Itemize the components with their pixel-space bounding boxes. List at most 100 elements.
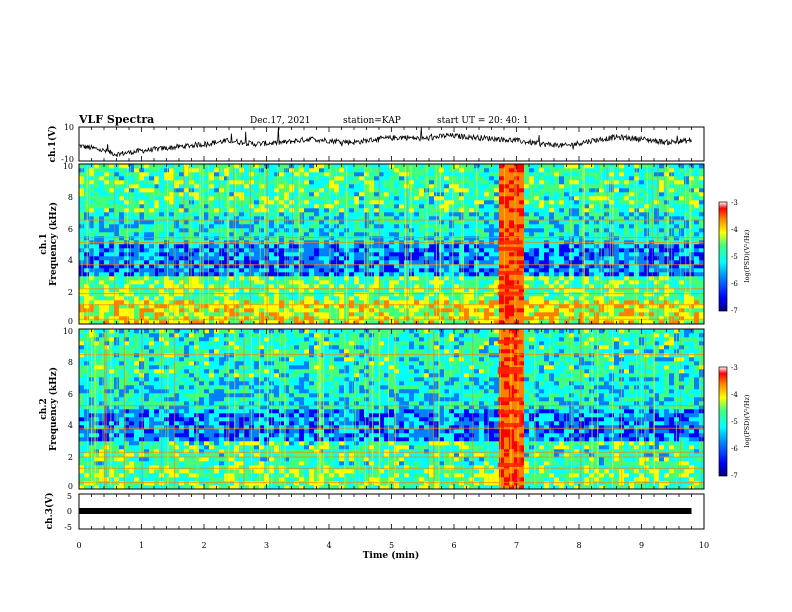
spectrogram-cell (489, 272, 495, 277)
spectrogram-cell (469, 272, 475, 277)
spectrogram-cell (399, 280, 405, 285)
spectrogram-cell (199, 212, 205, 217)
spectrogram-cell (414, 312, 420, 317)
spectrogram-cell (329, 244, 335, 249)
spectrogram-cell (624, 292, 630, 297)
spectrogram-cell (659, 172, 665, 177)
spectrogram-cell (549, 168, 555, 173)
spectrogram-cell (254, 312, 260, 317)
spectrogram-cell (589, 264, 595, 269)
spectrogram-cell (409, 256, 415, 261)
spectrogram-cell (544, 172, 550, 177)
spectrogram-cell (314, 212, 320, 217)
spectrogram-cell (214, 292, 220, 297)
spectrogram-cell (349, 268, 355, 273)
spectrogram-cell (179, 312, 185, 317)
spectrogram-cell (194, 204, 200, 209)
spectrogram-cell (679, 184, 685, 189)
spectrogram-cell (519, 296, 525, 301)
spectrogram-cell (604, 260, 610, 265)
spectrogram-cell (524, 304, 530, 309)
spectrogram-cell (349, 296, 355, 301)
spectrogram-cell (364, 200, 370, 205)
spectrogram-cell (214, 180, 220, 185)
spectrogram-cell (294, 316, 300, 321)
spectrogram-cell (544, 192, 550, 197)
spectrogram-cell (404, 176, 410, 181)
spectrogram-cell (409, 200, 415, 205)
spectrogram-cell (539, 272, 545, 277)
spectrogram-cell (509, 244, 515, 249)
spectrogram-cell (689, 304, 695, 309)
spectrogram-cell (489, 172, 495, 177)
spectrogram-cell (379, 204, 385, 209)
spectrogram-cell (339, 180, 345, 185)
spectrogram-cell (604, 312, 610, 317)
spectrogram-cell (309, 260, 315, 265)
spectrogram-cell (164, 216, 170, 221)
spectrogram-cell (684, 176, 690, 181)
spectrogram-cell (214, 216, 220, 221)
spectrogram-cell (684, 224, 690, 229)
spectrogram-cell (184, 308, 190, 313)
spectrogram-cell (539, 276, 545, 281)
spectrogram-cell (539, 296, 545, 301)
spectrogram-cell (89, 284, 95, 289)
spectrogram-cell (564, 236, 570, 241)
spectrogram-cell (299, 224, 305, 229)
spectrogram-cell (339, 304, 345, 309)
spectrogram-cell (414, 224, 420, 229)
spectrogram-cell (484, 200, 490, 205)
spectrogram-cell (579, 268, 585, 273)
spectrogram-cell (674, 204, 680, 209)
spectrogram-cell (334, 248, 340, 253)
spectrogram-cell (529, 176, 535, 181)
spectrogram-cell (534, 268, 540, 273)
spectrogram-cell (614, 204, 620, 209)
spectrogram-cell (659, 196, 665, 201)
spectrogram-cell (374, 180, 380, 185)
spectrogram-cell (659, 180, 665, 185)
spectrogram-cell (589, 292, 595, 297)
spectrogram-cell (609, 304, 615, 309)
spectrogram-cell (464, 256, 470, 261)
spectrogram-cell (464, 224, 470, 229)
spectrogram-cell (274, 308, 280, 313)
spectrogram-cell (499, 280, 505, 285)
spectrogram-cell (354, 280, 360, 285)
spectrogram-cell (409, 212, 415, 217)
spectrogram-cell (439, 308, 445, 313)
spectrogram-cell (154, 264, 160, 269)
spectrogram-cell (504, 212, 510, 217)
spectrogram-cell (519, 212, 525, 217)
spectrogram-cell (424, 308, 430, 313)
spectrogram-cell (249, 200, 255, 205)
spectrogram-cell (274, 164, 280, 169)
spectrogram-cell (354, 248, 360, 253)
spectrogram-cell (214, 312, 220, 317)
spectrogram-cell (609, 268, 615, 273)
spectrogram-cell (414, 304, 420, 309)
spectrogram-cell (424, 164, 430, 169)
spectrogram-cell (364, 168, 370, 173)
spectrogram-cell (229, 264, 235, 269)
spectrogram-cell (169, 196, 175, 201)
spectrogram-cell (119, 204, 125, 209)
spectrogram-cell (534, 284, 540, 289)
spectrogram-cell (664, 316, 670, 321)
spectrogram-cell (324, 232, 330, 237)
spectrogram-cell (234, 200, 240, 205)
spectrogram-cell (129, 288, 135, 293)
spectrogram-cell (539, 204, 545, 209)
spectrogram-cell (339, 192, 345, 197)
spectrogram-cell (254, 228, 260, 233)
spectrogram-cell (129, 244, 135, 249)
spectrogram-cell (244, 212, 250, 217)
spectrogram-cell (184, 304, 190, 309)
spectrogram-cell (644, 188, 650, 193)
spectrogram-cell (334, 252, 340, 257)
spectrogram-cell (639, 216, 645, 221)
spectrogram-cell (179, 184, 185, 189)
spectrogram-cell (179, 308, 185, 313)
spectrogram-cell (249, 288, 255, 293)
